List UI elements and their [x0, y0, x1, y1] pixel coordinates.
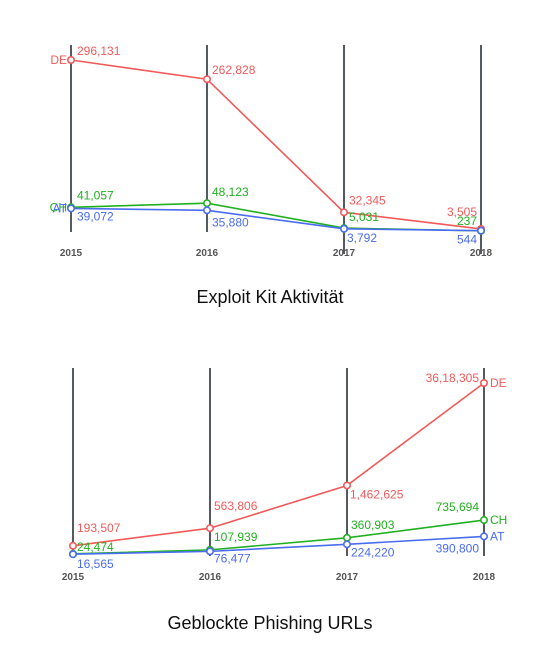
- year-label-2016: 2016: [196, 248, 219, 259]
- series-line-AT: [70, 207, 482, 232]
- data-label-DE-2016: 262,828: [212, 63, 256, 77]
- point-AT-2017: [342, 540, 351, 549]
- data-label-CH-2017: 5,031: [349, 210, 379, 224]
- data-label-AT-2018: 390,800: [436, 541, 480, 555]
- data-label-AT-2018: 544: [457, 233, 477, 247]
- exploit-kit-title: Exploit Kit Aktivität: [196, 287, 343, 307]
- data-label-AT-2016: 35,880: [212, 215, 249, 229]
- point-CH-2016: [203, 199, 212, 208]
- series-name-DE: DE: [490, 376, 507, 390]
- point-CH-2017: [342, 533, 351, 542]
- series-line-DE: [70, 59, 482, 230]
- year-label-2018: 2018: [470, 248, 493, 259]
- series-name-CH: CH: [490, 513, 507, 527]
- point-AT-2018: [479, 532, 488, 541]
- series-line-DE: [72, 382, 485, 547]
- year-label-2016: 2016: [199, 572, 222, 583]
- data-label-DE-2018: 36,18,305: [426, 371, 480, 385]
- year-label-2017: 2017: [336, 572, 359, 583]
- point-AT-2015: [69, 550, 78, 559]
- exploit-kit-chart: 2015 2016 2017 2018 296,131 262,828 32,345 3,50…: [50, 44, 493, 259]
- year-label-2015: 2015: [62, 572, 85, 583]
- point-DE-2016: [203, 75, 212, 84]
- data-label-CH-2015: 41,057: [77, 188, 114, 202]
- data-label-DE-2017: 32,345: [349, 193, 386, 207]
- series-line-AT: [72, 535, 485, 556]
- series-name-DE: DE: [50, 53, 67, 67]
- point-AT-2017: [339, 224, 348, 233]
- data-label-DE-2016: 563,806: [214, 499, 258, 513]
- point-DE-2017: [339, 208, 348, 217]
- data-label-AT-2016: 76,477: [214, 551, 251, 565]
- series-name-AT: AT: [53, 201, 68, 215]
- data-label-CH-2018: 735,694: [436, 500, 480, 514]
- point-DE-2017: [342, 481, 351, 490]
- data-label-DE-2015: 296,131: [77, 44, 121, 58]
- series-line-CH: [70, 202, 482, 232]
- point-CH-2018: [479, 516, 488, 525]
- data-label-AT-2015: 16,565: [77, 557, 114, 571]
- point-AT-2016: [203, 206, 212, 215]
- year-label-2015: 2015: [60, 248, 83, 259]
- series-name-CH: CH: [50, 200, 67, 214]
- data-label-DE-2018: 3,505: [447, 205, 477, 219]
- year-label-2017: 2017: [333, 248, 356, 259]
- data-label-CH-2018: 237: [457, 214, 477, 228]
- data-label-AT-2017: 224,220: [351, 545, 395, 559]
- data-label-CH-2016: 107,939: [214, 530, 258, 544]
- series-name-AT: AT: [490, 529, 505, 543]
- phishing-urls-title: Geblockte Phishing URLs: [167, 613, 372, 633]
- point-AT-2018: [476, 226, 485, 235]
- data-label-DE-2017: 1,462,625: [350, 487, 404, 501]
- point-DE-2016: [206, 524, 215, 533]
- point-DE-2018: [479, 378, 488, 387]
- year-label-2018: 2018: [473, 572, 496, 583]
- point-DE-2015: [69, 541, 78, 550]
- data-label-CH-2015: 24,474: [77, 540, 114, 554]
- data-label-DE-2015: 193,507: [77, 521, 121, 535]
- data-label-CH-2016: 48,123: [212, 185, 249, 199]
- data-label-CH-2017: 360,903: [351, 518, 395, 532]
- point-DE-2015: [67, 55, 76, 64]
- data-label-AT-2017: 3,792: [347, 231, 377, 245]
- series-line-CH: [72, 519, 485, 555]
- point-AT-2015: [67, 204, 76, 213]
- phishing-urls-chart: 2015 2016 2017 2018 193,507 563,806 1,462,625 3…: [62, 368, 507, 583]
- data-label-AT-2015: 39,072: [77, 209, 114, 223]
- point-AT-2016: [206, 547, 215, 556]
